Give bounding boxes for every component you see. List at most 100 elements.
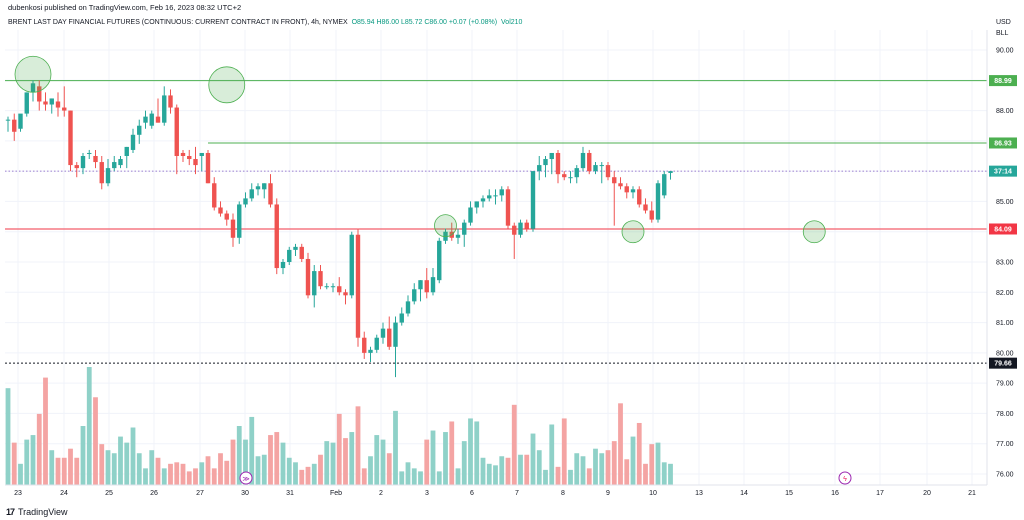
candle	[418, 280, 423, 302]
candle	[37, 80, 42, 111]
volume-bar	[86, 367, 92, 485]
candle	[574, 165, 579, 184]
candle	[318, 265, 323, 290]
price-tag: 86.93	[989, 137, 1017, 149]
volume-bar	[211, 468, 217, 485]
candle	[412, 283, 417, 305]
x-tick-label: 13	[695, 490, 703, 497]
replay-icon[interactable]: ≫	[239, 471, 253, 485]
volume-bar	[418, 471, 423, 485]
candle-body	[549, 152, 554, 160]
candle-body	[93, 156, 98, 163]
candle	[287, 246, 292, 266]
tradingview-branding[interactable]: 17 TradingView	[6, 507, 68, 517]
candle	[130, 128, 136, 153]
volume-bar	[93, 397, 98, 485]
candle	[399, 307, 404, 326]
y-axis-ticks: 90.00 89.00 88.00 87.00 86.00 85.00 84.00 83.00…	[996, 48, 1014, 479]
candle-body	[224, 213, 229, 220]
candle-body	[487, 195, 492, 199]
volume-bar	[118, 436, 123, 485]
candle	[587, 149, 592, 175]
volume-bar	[286, 457, 292, 485]
volume-bar	[430, 430, 436, 485]
candle	[355, 228, 361, 347]
volume-bar	[36, 413, 42, 485]
candle	[187, 149, 192, 166]
volume-bar	[668, 463, 673, 485]
volume-bar	[149, 450, 155, 485]
annotation-circle	[208, 66, 246, 104]
candle	[168, 89, 173, 114]
candle-body	[49, 98, 54, 105]
flash-icon[interactable]: ϟ	[838, 471, 852, 485]
candle-body	[62, 107, 67, 111]
candle-body	[262, 183, 267, 190]
candle	[362, 331, 367, 359]
candle	[524, 219, 529, 232]
volume-bar	[243, 439, 248, 485]
volume-bar	[299, 469, 305, 485]
candle	[599, 162, 604, 184]
volume-bar	[49, 450, 55, 485]
volume-bar	[518, 454, 523, 485]
candle-body	[612, 177, 617, 184]
volume-bar	[455, 468, 461, 485]
volume-bar	[99, 444, 105, 485]
candle	[174, 104, 179, 175]
candle-body	[312, 271, 317, 296]
volume-bar	[111, 453, 117, 485]
volume-bar	[305, 466, 311, 485]
volume-bar	[624, 459, 630, 485]
candle-body	[537, 165, 542, 172]
volume-bar	[411, 468, 417, 485]
volume-bar	[443, 432, 448, 485]
y-tick-label: 86.00	[996, 169, 1014, 176]
candle-body	[393, 322, 398, 347]
candle-body	[318, 271, 323, 287]
x-tick-label: 20	[923, 490, 931, 497]
y-tick-label: 77.00	[996, 441, 1014, 448]
volume-bar	[393, 410, 398, 485]
candle-body	[199, 152, 204, 156]
candle	[349, 231, 354, 299]
candle-body	[37, 86, 42, 102]
candle	[180, 149, 186, 163]
volume-bar	[5, 388, 11, 485]
candle	[99, 156, 104, 190]
annotation-circles	[14, 55, 826, 244]
y-tick-label: 81.00	[996, 320, 1014, 327]
volume-bar	[361, 468, 367, 485]
candle	[305, 252, 311, 299]
volume-bar	[224, 460, 230, 485]
candle	[330, 283, 336, 293]
volume-bar	[168, 463, 173, 485]
candle	[630, 186, 636, 199]
candle	[237, 201, 242, 244]
candle-body	[343, 292, 348, 296]
candle	[93, 149, 98, 169]
candle-body	[324, 286, 329, 288]
volume-bar	[343, 438, 348, 485]
candle-body	[330, 286, 336, 288]
candle	[424, 268, 429, 299]
volume-bar	[468, 418, 473, 485]
candle-body	[118, 159, 123, 166]
candle	[487, 189, 492, 202]
candle	[43, 92, 48, 111]
volume-bar	[449, 421, 455, 485]
y-tick-label: 85.00	[996, 199, 1014, 206]
candle	[474, 201, 479, 214]
candle	[468, 201, 473, 226]
price-tag-text: 84.09	[994, 226, 1012, 233]
candle	[455, 228, 461, 244]
candle	[562, 171, 567, 181]
price-tag-bg	[989, 75, 1017, 87]
volume-bar	[524, 454, 530, 485]
price-tag: 88.99	[989, 75, 1017, 87]
volume-bar	[511, 404, 517, 485]
volume-bar	[43, 377, 48, 485]
volume-bar	[649, 444, 655, 485]
candle	[618, 177, 623, 190]
